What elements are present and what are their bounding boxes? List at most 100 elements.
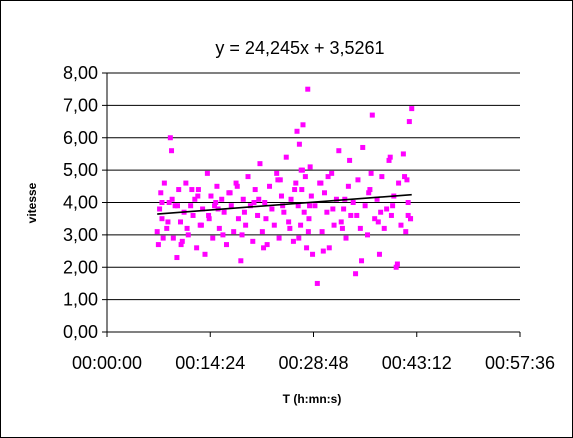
data-point	[165, 219, 171, 225]
data-point	[250, 238, 256, 244]
data-point	[159, 216, 165, 222]
data-point	[256, 196, 262, 202]
data-point	[287, 225, 293, 231]
data-point	[367, 187, 373, 193]
data-point	[314, 280, 320, 286]
data-point	[339, 225, 345, 231]
data-point	[406, 119, 412, 125]
data-point	[295, 203, 301, 209]
data-points	[154, 86, 415, 286]
data-point	[210, 235, 216, 241]
y-tick-label: 3,00	[63, 225, 98, 245]
data-point	[378, 209, 384, 215]
data-point	[264, 242, 270, 248]
data-point	[206, 212, 212, 218]
data-point	[305, 86, 311, 92]
data-point	[320, 248, 326, 254]
data-point	[245, 174, 251, 180]
data-point	[336, 148, 342, 154]
data-point	[304, 245, 310, 251]
data-point	[243, 222, 249, 228]
gridlines	[107, 72, 520, 301]
data-point	[238, 258, 244, 264]
data-point	[405, 200, 411, 205]
data-point	[274, 170, 280, 176]
data-point	[184, 225, 190, 231]
data-point	[345, 183, 351, 189]
trendline-layer	[157, 193, 412, 215]
data-point	[355, 177, 361, 183]
data-point	[164, 225, 170, 231]
data-point	[359, 258, 365, 264]
data-point	[360, 144, 366, 150]
x-axis-title: T (h:mn:s)	[283, 392, 342, 406]
y-tick-labels: 0,00 1,00 2,00 3,00 4,00 5,00 6,00 7,00 8,00	[63, 63, 98, 342]
data-point	[189, 187, 195, 193]
data-point	[188, 203, 194, 209]
data-point	[325, 174, 331, 180]
trendline	[157, 193, 412, 215]
data-point	[405, 212, 411, 218]
data-point	[174, 255, 180, 261]
data-point	[202, 251, 208, 257]
y-tick-label: 7,00	[63, 95, 98, 115]
data-point	[312, 203, 318, 209]
data-point	[396, 180, 402, 186]
trendline-equation: y = 24,245x + 3,5261	[215, 38, 384, 58]
x-tick-label: 00:28:48	[278, 353, 348, 373]
data-point	[195, 187, 201, 193]
data-point	[221, 209, 227, 215]
data-point	[259, 229, 265, 235]
data-point	[255, 212, 261, 218]
data-point	[190, 212, 196, 218]
data-point	[235, 216, 241, 222]
data-point	[348, 212, 354, 218]
data-point	[252, 187, 258, 193]
data-point	[169, 196, 175, 202]
data-point	[227, 190, 233, 196]
data-point	[288, 196, 294, 202]
data-point	[283, 154, 289, 160]
data-point	[306, 216, 312, 222]
data-point	[286, 219, 292, 225]
data-point	[365, 232, 371, 238]
data-point	[319, 229, 325, 235]
data-point	[376, 251, 382, 257]
data-point	[185, 232, 191, 238]
y-tick-label: 8,00	[63, 63, 98, 83]
data-point	[299, 187, 305, 193]
data-point	[155, 242, 161, 248]
data-point	[357, 225, 363, 231]
data-point	[310, 251, 316, 257]
x-tick-label: 00:00:00	[72, 353, 142, 373]
data-point	[388, 212, 394, 218]
x-tick-label: 00:43:12	[382, 353, 452, 373]
data-point	[408, 216, 414, 222]
data-point	[219, 196, 225, 202]
data-point	[200, 206, 206, 212]
data-point	[354, 212, 360, 218]
data-point	[331, 222, 337, 228]
data-point	[234, 183, 240, 189]
data-point	[343, 235, 349, 241]
data-point	[374, 196, 380, 202]
data-point	[224, 242, 230, 248]
data-point	[372, 216, 378, 222]
data-point	[368, 170, 374, 176]
y-tick-label: 4,00	[63, 193, 98, 213]
data-point	[403, 229, 409, 235]
data-point	[333, 196, 339, 202]
x-tick-label: 00:57:36	[485, 353, 555, 373]
data-point	[294, 128, 300, 134]
data-point	[198, 222, 204, 228]
data-point	[341, 206, 347, 212]
data-point	[192, 196, 198, 202]
data-point	[179, 238, 185, 244]
data-point	[267, 183, 273, 189]
data-point	[228, 203, 234, 209]
data-point	[161, 180, 167, 186]
data-point	[307, 164, 313, 170]
data-point	[160, 235, 166, 241]
data-point	[296, 235, 302, 241]
